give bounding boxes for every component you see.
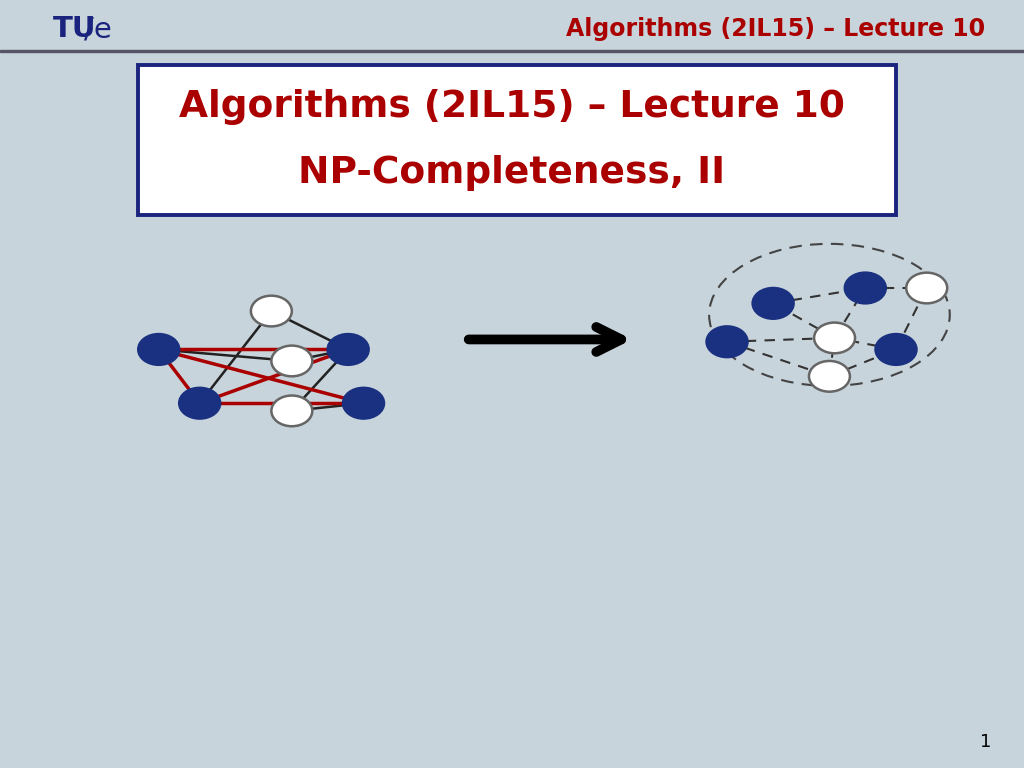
Circle shape <box>271 346 312 376</box>
Circle shape <box>876 334 916 365</box>
Text: TU: TU <box>53 15 96 43</box>
Circle shape <box>906 273 947 303</box>
Text: Algorithms (2IL15) – Lecture 10: Algorithms (2IL15) – Lecture 10 <box>179 89 845 125</box>
FancyBboxPatch shape <box>138 65 896 215</box>
Circle shape <box>328 334 369 365</box>
Circle shape <box>753 288 794 319</box>
Circle shape <box>343 388 384 419</box>
Text: Algorithms (2IL15) – Lecture 10: Algorithms (2IL15) – Lecture 10 <box>566 17 985 41</box>
Circle shape <box>814 323 855 353</box>
Circle shape <box>845 273 886 303</box>
Bar <box>0 50 1024 52</box>
FancyArrowPatch shape <box>469 327 622 352</box>
Circle shape <box>179 388 220 419</box>
Circle shape <box>251 296 292 326</box>
Text: /e: /e <box>84 15 112 43</box>
Bar <box>0 0 1024 50</box>
Circle shape <box>707 326 748 357</box>
Text: NP-Completeness, II: NP-Completeness, II <box>298 155 726 191</box>
Circle shape <box>809 361 850 392</box>
Text: 1: 1 <box>980 733 991 751</box>
Circle shape <box>271 396 312 426</box>
Circle shape <box>138 334 179 365</box>
